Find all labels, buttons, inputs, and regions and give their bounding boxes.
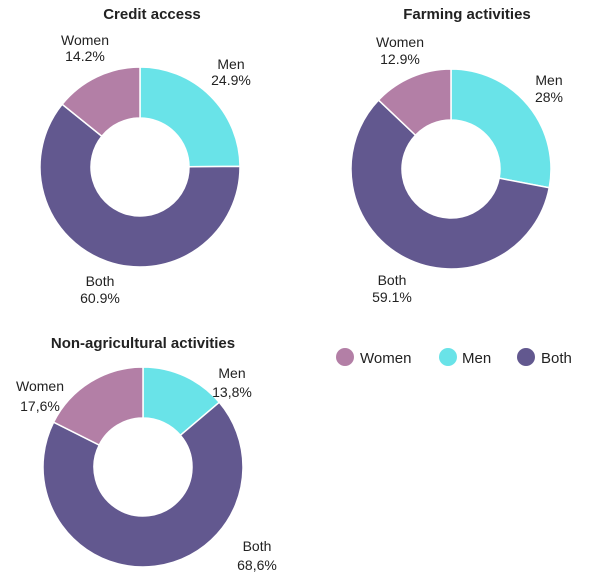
value-women: 14.2% (65, 48, 105, 64)
value-both: 59.1% (372, 289, 412, 305)
value-women: 17,6% (20, 398, 60, 414)
legend-swatch-both (517, 348, 535, 366)
chart-title: Farming activities (403, 6, 531, 23)
legend-swatch-women (336, 348, 354, 366)
donut-slice-both (350, 99, 551, 270)
label-women: Women (61, 32, 109, 48)
donut-chart-credit-access (39, 66, 241, 268)
donut-chart-non-agricultural-activities (42, 366, 244, 568)
value-women: 12.9% (380, 51, 420, 67)
label-men: Men (218, 365, 245, 381)
donut-slice-women (61, 66, 141, 138)
donut-slice-women (377, 68, 452, 137)
chart-title: Credit access (103, 6, 201, 23)
label-men: Men (535, 72, 562, 88)
label-both: Both (243, 538, 272, 554)
legend-label-men: Men (462, 350, 491, 367)
label-women: Women (16, 378, 64, 394)
label-both: Both (378, 272, 407, 288)
value-men: 28% (535, 89, 563, 105)
legend-label-both: Both (541, 350, 572, 367)
donut-slice-both (42, 401, 244, 568)
donut-slice-men (450, 68, 552, 189)
donut-slice-men (139, 66, 241, 168)
donut-chart-farming-activities (350, 68, 552, 270)
label-women: Women (376, 34, 424, 50)
value-both: 60.9% (80, 290, 120, 306)
donut-slice-women (52, 366, 144, 447)
legend: Women Men Both (336, 348, 572, 367)
legend-label-women: Women (360, 350, 411, 367)
value-men: 13,8% (212, 384, 252, 400)
value-men: 24.9% (211, 72, 251, 88)
label-men: Men (217, 56, 244, 72)
label-both: Both (86, 273, 115, 289)
value-both: 68,6% (237, 557, 277, 573)
chart-title: Non-agricultural activities (51, 335, 235, 352)
donut-slice-both (39, 103, 241, 268)
legend-swatch-men (439, 348, 457, 366)
